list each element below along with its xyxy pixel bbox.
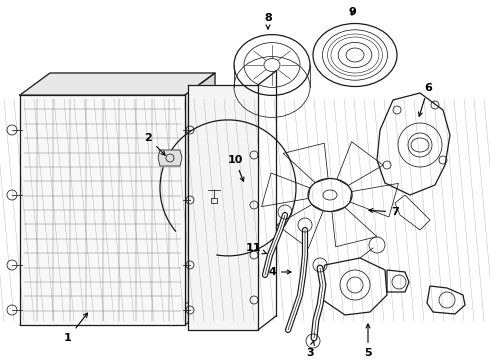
Text: 7: 7 [369,207,399,217]
Text: 11: 11 [245,243,267,254]
Text: 8: 8 [264,13,272,29]
Polygon shape [188,85,258,330]
Text: 10: 10 [227,155,244,181]
Text: 6: 6 [418,83,432,116]
Polygon shape [20,303,215,325]
Text: 9: 9 [348,7,356,17]
Text: 5: 5 [364,324,372,358]
Text: 1: 1 [64,313,88,343]
Text: 3: 3 [306,341,315,358]
Polygon shape [20,95,185,325]
Text: 2: 2 [144,133,165,155]
Polygon shape [185,73,215,325]
Polygon shape [20,73,215,95]
Text: 4: 4 [268,267,291,277]
